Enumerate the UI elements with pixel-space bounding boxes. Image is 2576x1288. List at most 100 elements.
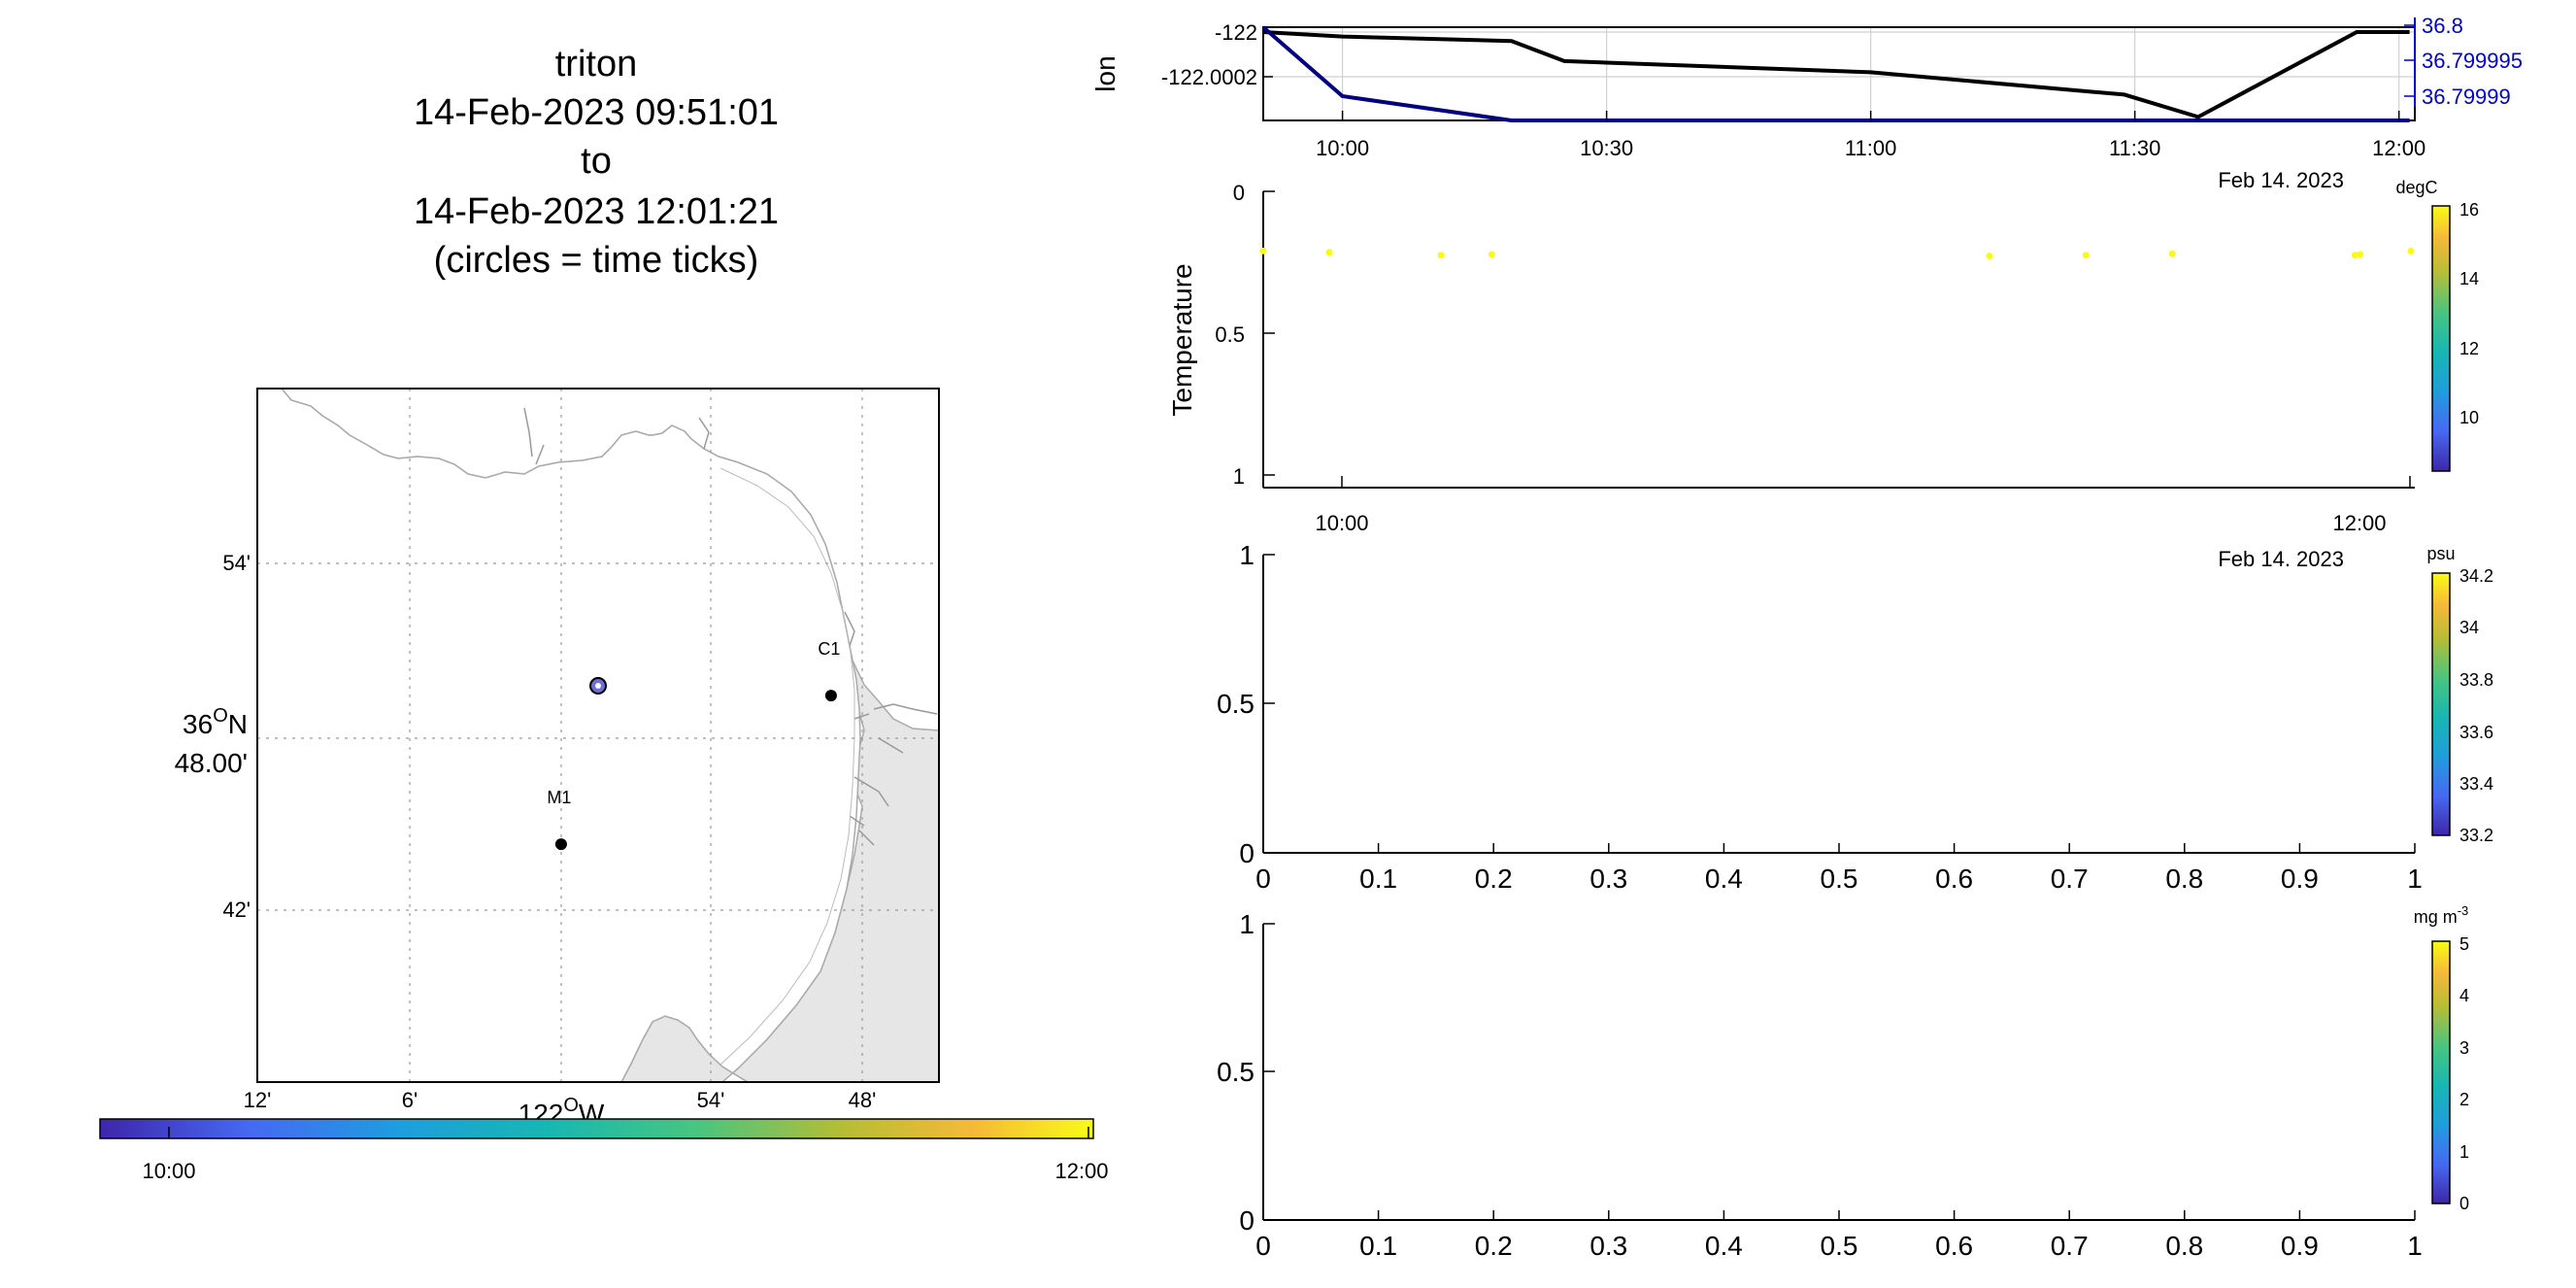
temperature-colorbar-tick: 14 [2459,269,2479,288]
panel3-xtick-label: 0.9 [2281,864,2319,894]
temperature-point [2407,247,2415,254]
temperature-point [2357,251,2364,258]
panel4-xtick-label: 0.6 [1935,1231,1973,1261]
panel4-xtick-label: 0.9 [2281,1231,2319,1261]
panel3-xtick-label: 0 [1255,864,1271,894]
panel3-xtick-label: 0.4 [1705,864,1743,894]
panel4-xtick-label: 0.8 [2165,1231,2203,1261]
salinity-colorbar-tick: 33.6 [2459,723,2493,742]
lon-tick-label: 48' [849,1088,877,1112]
panel1-ylabel: lon [1090,55,1121,91]
panel2-xtick-label: 12:00 [2332,511,2386,535]
panel1-xtick-label: 10:30 [1580,136,1633,160]
temperature-point [1259,247,1267,254]
lon-lat-panel: lon -122 -122.0002 36.8 36.799995 36.799… [1090,14,2523,192]
panel4-xtick-label: 0.1 [1359,1231,1397,1261]
lat-hemisphere: N [228,709,248,739]
lat-center-label: 36ON 48.00' [175,705,248,778]
temperature-point [2351,252,2359,259]
panel1-ytick-label: -122.0002 [1161,65,1257,89]
temperature-point [1325,249,1333,256]
panel3-xtick-label: 0.2 [1475,864,1513,894]
panel1-right-ytick-label: 36.79999 [2422,85,2511,109]
temperature-colorbar-gradient [2431,205,2451,472]
panel3-clip-mask [1243,567,2447,587]
salinity-colorbar-gradient [2431,572,2451,836]
panel1-xticks: 10:00 10:30 11:00 11:30 12:00 [1316,111,2425,160]
salinity-colorbar-tick: 33.8 [2459,670,2493,690]
title-line: (circles = time ticks) [434,240,759,281]
salinity-colorbar-unit: psu [2426,544,2455,563]
panel3-overlap-mask [1263,532,2415,567]
panel4-xtick-label: 1 [2407,1231,2423,1261]
panel2-xtick-label: 10:00 [1315,511,1368,535]
panel1-ytick-label: -122 [1215,20,1257,45]
panel4-ytick-label: 0 [1239,1205,1255,1236]
salinity-colorbar-tick: 33.4 [2459,774,2493,794]
temperature-point [2168,250,2176,257]
temperature-colorbar-tick: 10 [2459,408,2479,427]
temperature-colorbar-unit: degC [2395,178,2437,197]
panel1-right-axis: 36.8 36.799995 36.79999 [2404,14,2523,109]
station-marker [824,690,837,702]
lon-tick-label: 6' [402,1088,418,1112]
chlorophyll-unit-exponent: -3 [2458,903,2469,918]
chlorophyll-panel: 1 0.5 0 0 0.1 0.2 0.3 0.4 0.5 0.6 0.7 0.8 0.9 1 mg… [1217,903,2469,1261]
panel1-right-ytick-label: 36.799995 [2422,49,2523,73]
figure-title: triton 14-Feb-2023 09:51:01 to 14-Feb-20… [414,44,779,281]
chlorophyll-colorbar-tick: 0 [2459,1194,2469,1213]
panel1-xtick-label: 11:00 [1845,136,1896,160]
panel1-grid [1263,27,2415,120]
panel4-xtick-label: 0.5 [1821,1231,1858,1261]
panel1-xtick-label: 10:00 [1316,136,1369,160]
panel3-xtick-label: 0.1 [1359,864,1397,894]
panel4-xtick-label: 0.4 [1705,1231,1743,1261]
chlorophyll-colorbar-unit: mg m-3 [2414,903,2469,927]
temperature-colorbar-tick: 16 [2459,200,2479,220]
station-label: C1 [818,639,840,659]
panel4-xtick-label: 0.2 [1475,1231,1513,1261]
salinity-colorbar-tick: 34.2 [2459,566,2493,586]
lat-tick-label: 54' [222,551,251,575]
track-marker-center [595,683,601,690]
station-marker [554,838,567,851]
temperature-panel: 0 0.5 1 Temperature 10:00 12:00 degC 16 … [1167,178,2479,535]
chlorophyll-colorbar-gradient [2431,940,2451,1204]
panel1-series [1261,25,2410,122]
chlorophyll-colorbar: mg m-3 5 4 3 2 1 0 [2414,903,2469,1213]
panel3-xtick-label: 0.7 [2051,864,2089,894]
salinity-colorbar-tick: 34 [2459,618,2479,637]
panel3-xtick-label: 0.8 [2165,864,2203,894]
lon-tick-label: 12' [244,1088,272,1112]
panel3-clipped-date-label: Feb 14. 2023 [2218,547,2344,571]
panel1-series-line [1261,25,2410,122]
panel1-right-ytick-label: 36.8 [2422,14,2463,38]
title-line: 14-Feb-2023 12:01:21 [414,191,779,232]
salinity-panel: Feb 14. 2023 1 0.5 0 0 0.1 0.2 0.3 0.4 0.5 0.6… [1217,532,2493,894]
panel3-ytick-label: 1 [1239,540,1255,570]
panel2-ytick-label: 0.5 [1215,322,1245,347]
panel3-xtick-label: 0.6 [1935,864,1973,894]
map-panel: 54' 42' 36ON 48.00' 12' 6' 54' 48' 122OW… [175,388,940,1129]
lat-tick-label: 42' [222,898,251,922]
panel4-xticks: 0 0.1 0.2 0.3 0.4 0.5 0.6 0.7 0.8 0.9 1 [1255,1210,2423,1261]
panel1-xtick-label: 11:30 [2109,136,2160,160]
panel2-ylabel: Temperature [1167,263,1197,416]
chlorophyll-unit-base: mg m [2414,907,2458,927]
chlorophyll-colorbar-tick: 4 [2459,986,2469,1005]
temperature-point [1488,251,1495,258]
lat-minutes: 48.00' [175,748,248,778]
title-line: triton [555,44,637,85]
map-stations: C1 M1 [547,639,840,851]
svg-text:36ON: 36ON [183,705,248,739]
station-label: M1 [547,788,571,807]
panel2-ytick-label: 0 [1233,181,1245,205]
panel4-xtick-label: 0.7 [2051,1231,2089,1261]
degree-symbol: O [213,705,228,727]
temperature-point [1437,252,1445,259]
panel4-ytick-label: 0.5 [1217,1057,1255,1087]
panel1-date-label: Feb 14. 2023 [2218,168,2344,192]
panel3-ytick-label: 0 [1239,838,1255,868]
chlorophyll-colorbar-tick: 3 [2459,1038,2469,1058]
